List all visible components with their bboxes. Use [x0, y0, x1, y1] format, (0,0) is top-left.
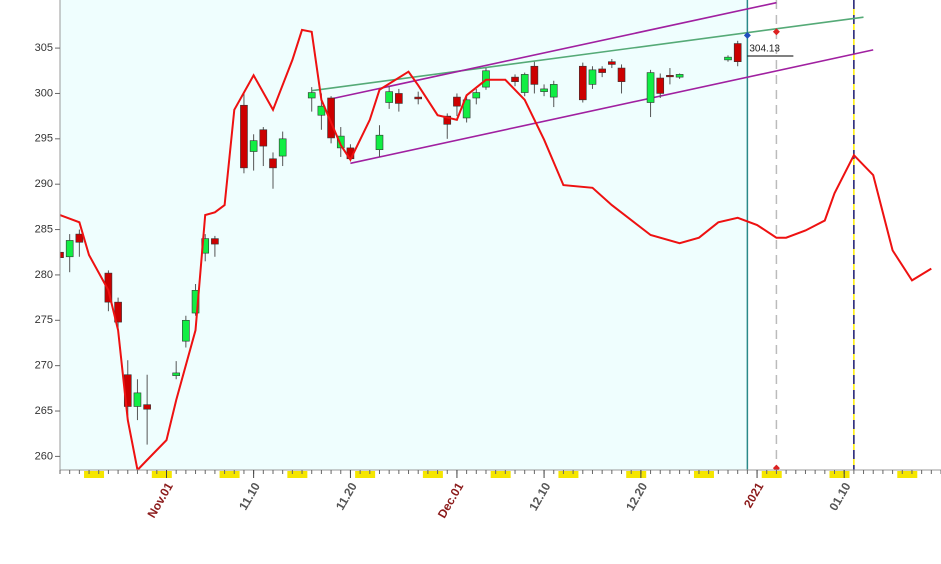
- x-tick-label: 12.20: [623, 480, 650, 513]
- x-tick-label: Nov.01: [144, 480, 176, 521]
- y-tick-label: 280: [35, 269, 53, 281]
- y-tick-label: 265: [35, 405, 53, 417]
- candle-body: [240, 104, 248, 169]
- weekend-marker: [84, 471, 105, 478]
- candle-body: [191, 290, 200, 314]
- candle-body: [104, 272, 113, 303]
- candle-body: [278, 138, 287, 157]
- candle-body: [598, 68, 606, 73]
- candle-body: [646, 72, 655, 103]
- y-tick-label: 285: [35, 223, 53, 235]
- weekend-marker: [219, 471, 240, 478]
- candle-body: [520, 74, 529, 93]
- candle-body: [472, 92, 481, 99]
- candle-body: [608, 61, 616, 65]
- candle-body: [724, 56, 732, 61]
- trend-line: [350, 49, 874, 165]
- candle-body: [666, 75, 674, 78]
- y-tick-label: 300: [35, 87, 53, 99]
- x-tick-label: 11.10: [236, 480, 263, 513]
- plot-area: 304.13: [60, 0, 932, 470]
- candle-body: [453, 96, 461, 107]
- candle-body: [675, 74, 684, 78]
- candle-body: [733, 43, 742, 62]
- history-shade: [60, 0, 748, 470]
- candle-body: [617, 67, 626, 82]
- x-tick-label: 01.10: [826, 480, 853, 513]
- candle-body: [143, 404, 151, 410]
- trend-line: [330, 1, 777, 100]
- x-tick-label: 2021: [741, 480, 767, 510]
- candle-body: [307, 92, 316, 99]
- candle-body: [269, 158, 277, 169]
- weekend-marker: [829, 471, 850, 478]
- x-tick-label: 12.10: [526, 480, 553, 513]
- x-tick-label: Dec.01: [435, 480, 467, 521]
- weekend-marker: [693, 471, 714, 478]
- weekend-marker: [422, 471, 443, 478]
- weekend-marker: [287, 471, 308, 478]
- last-price-label: 304.13: [749, 44, 780, 55]
- diamond-marker: [743, 31, 751, 39]
- candle-body: [211, 238, 219, 245]
- x-tick-label: 11.20: [333, 480, 360, 513]
- diamond-marker: [772, 28, 780, 36]
- candle-body: [317, 105, 326, 116]
- candle-body: [588, 69, 597, 85]
- weekend-marker: [490, 471, 511, 478]
- candle-body: [443, 115, 452, 125]
- candle-body: [60, 251, 64, 258]
- candle-body: [462, 99, 471, 119]
- candle-body: [249, 140, 258, 152]
- axes: 260 265 270 275 280 285 290 295 300 305 Nov.01 11.1…: [35, 0, 941, 521]
- candle-body: [530, 65, 539, 85]
- candle-body: [511, 76, 519, 82]
- y-tick-label: 275: [35, 314, 53, 326]
- candle-body: [75, 233, 84, 243]
- candle-body: [656, 77, 665, 94]
- candle-body: [385, 91, 393, 103]
- weekend-marker: [897, 471, 918, 478]
- candle-body: [549, 84, 558, 98]
- weekend-marker: [151, 471, 172, 478]
- candle-body: [336, 135, 345, 149]
- weekend-marker: [558, 471, 579, 478]
- weekend-marker: [355, 471, 376, 478]
- candle-body: [395, 93, 403, 104]
- candle-body: [182, 319, 190, 342]
- y-tick-label: 270: [35, 360, 53, 372]
- candle-body: [578, 65, 587, 101]
- weekend-marker: [761, 471, 782, 478]
- candle-body: [172, 372, 180, 376]
- candle-body: [259, 129, 268, 147]
- y-tick-label: 295: [35, 133, 53, 145]
- y-tick-label: 305: [35, 42, 53, 54]
- trend-line: [311, 16, 864, 92]
- candle-body: [540, 88, 548, 92]
- y-tick-label: 290: [35, 178, 53, 190]
- candle-body: [65, 240, 74, 258]
- background-layer: [60, 0, 748, 470]
- candle-body: [414, 96, 423, 100]
- y-tick-label: 260: [35, 450, 53, 462]
- candle-body: [327, 97, 335, 139]
- projection-curve: [60, 28, 932, 470]
- weekend-marker: [626, 471, 647, 478]
- candle-body: [133, 392, 142, 407]
- candle-body: [375, 134, 384, 151]
- diamond-marker: [772, 464, 780, 470]
